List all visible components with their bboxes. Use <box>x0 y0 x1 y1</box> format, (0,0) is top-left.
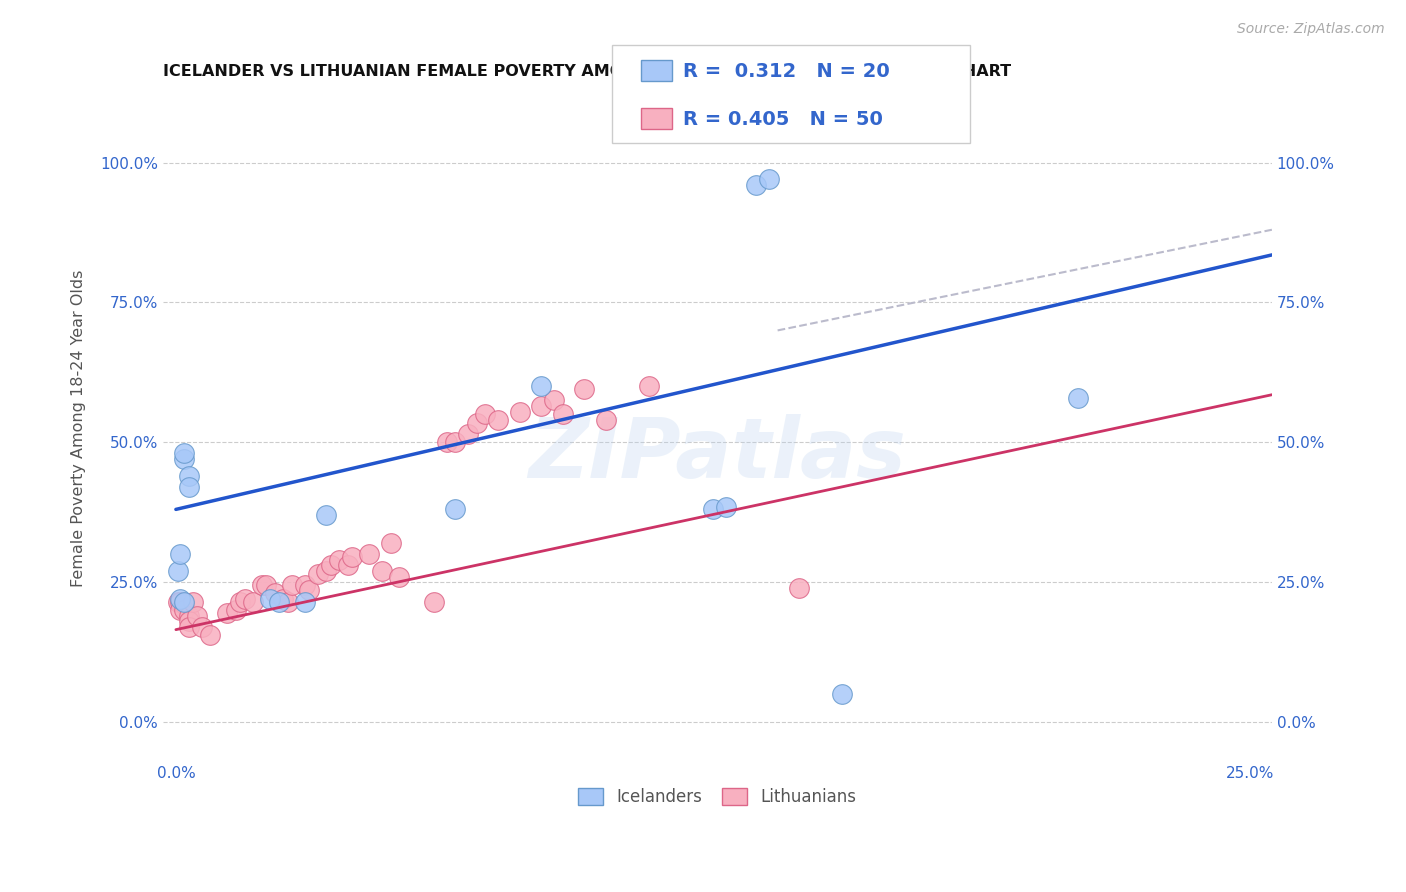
Point <box>181 595 204 609</box>
Point <box>388 569 411 583</box>
Point <box>281 578 304 592</box>
Point <box>177 468 200 483</box>
Point <box>714 500 737 514</box>
Point <box>177 614 200 628</box>
Text: ICELANDER VS LITHUANIAN FEMALE POVERTY AMONG 18-24 YEAR OLDS CORRELATION CHART: ICELANDER VS LITHUANIAN FEMALE POVERTY A… <box>163 64 1011 79</box>
Point <box>173 452 195 467</box>
Point <box>169 591 191 606</box>
Point <box>167 595 190 609</box>
Legend: Icelanders, Lithuanians: Icelanders, Lithuanians <box>571 781 863 813</box>
Point <box>233 591 256 606</box>
Point <box>336 558 359 573</box>
Point <box>190 620 212 634</box>
Point <box>177 620 200 634</box>
Point <box>173 446 195 460</box>
Point <box>486 413 509 427</box>
Point <box>263 586 285 600</box>
Point <box>551 407 574 421</box>
Point <box>574 382 596 396</box>
Point <box>169 595 191 609</box>
Point <box>177 608 200 623</box>
Point <box>167 564 190 578</box>
Point <box>758 172 780 186</box>
Point <box>509 404 531 418</box>
Point <box>444 502 467 516</box>
Point <box>186 608 208 623</box>
Point <box>359 547 381 561</box>
Point <box>319 558 342 573</box>
Point <box>787 581 810 595</box>
Point <box>307 566 329 581</box>
Point <box>1067 391 1090 405</box>
Point <box>173 598 195 612</box>
Point <box>277 595 299 609</box>
Point <box>444 435 467 450</box>
Point <box>371 564 394 578</box>
Point <box>254 578 277 592</box>
Point <box>259 591 281 606</box>
Point <box>595 413 617 427</box>
Point <box>173 595 195 609</box>
Point <box>436 435 458 450</box>
Point <box>169 603 191 617</box>
Text: R =  0.312   N = 20: R = 0.312 N = 20 <box>683 62 890 81</box>
Point <box>340 549 363 564</box>
Point <box>200 628 222 642</box>
Point <box>423 595 446 609</box>
Point <box>457 426 479 441</box>
Y-axis label: Female Poverty Among 18-24 Year Olds: Female Poverty Among 18-24 Year Olds <box>72 269 86 587</box>
Point <box>225 603 247 617</box>
Point <box>474 407 496 421</box>
Point <box>530 399 553 413</box>
Point <box>294 578 316 592</box>
Point <box>530 379 553 393</box>
Point <box>273 591 295 606</box>
Point <box>298 583 321 598</box>
Point <box>380 536 402 550</box>
Point <box>315 508 337 522</box>
Point <box>250 578 273 592</box>
Point <box>637 379 659 393</box>
Point <box>294 595 316 609</box>
Point <box>229 595 252 609</box>
Point <box>315 564 337 578</box>
Text: ZIPatlas: ZIPatlas <box>529 415 907 495</box>
Point <box>177 480 200 494</box>
Point <box>465 416 488 430</box>
Point <box>328 552 350 566</box>
Point <box>173 603 195 617</box>
Point <box>242 595 264 609</box>
Text: R = 0.405   N = 50: R = 0.405 N = 50 <box>683 111 883 129</box>
Point <box>169 547 191 561</box>
Text: Source: ZipAtlas.com: Source: ZipAtlas.com <box>1237 22 1385 37</box>
Point <box>745 178 768 192</box>
Point <box>831 687 853 701</box>
Point <box>702 502 724 516</box>
Point <box>217 606 239 620</box>
Point <box>543 393 565 408</box>
Point <box>267 595 290 609</box>
